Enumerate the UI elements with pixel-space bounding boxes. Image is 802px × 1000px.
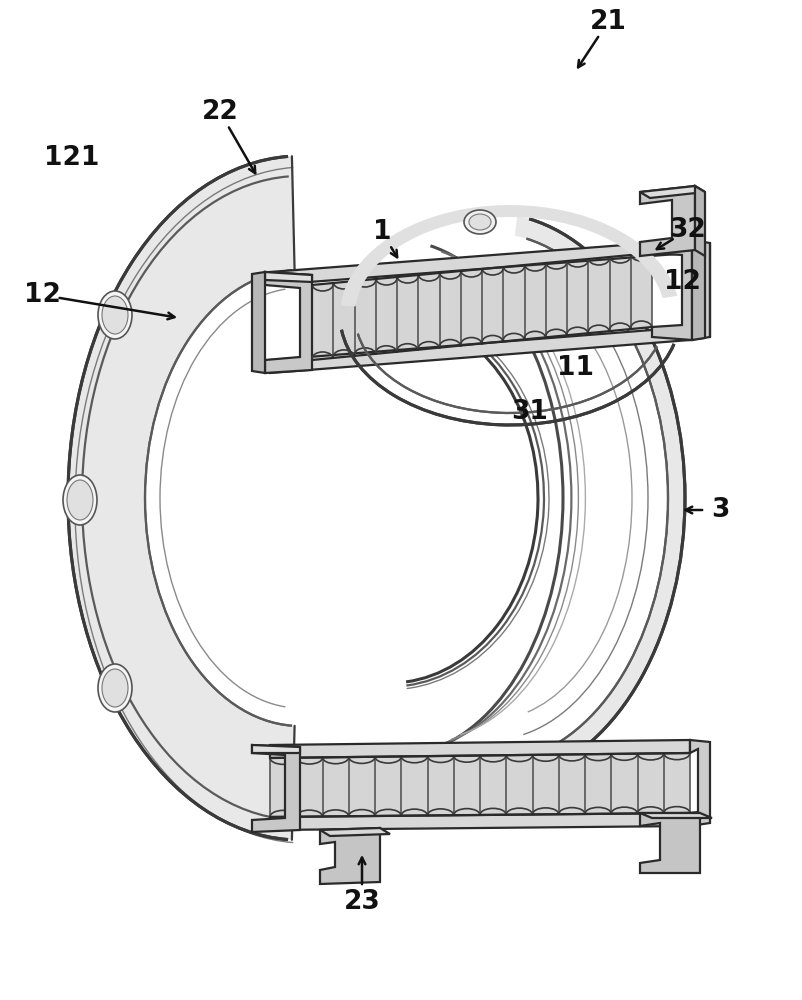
- Polygon shape: [270, 240, 690, 285]
- Ellipse shape: [102, 296, 128, 334]
- Text: 11: 11: [557, 355, 593, 381]
- Polygon shape: [695, 186, 705, 256]
- Text: 21: 21: [589, 9, 626, 35]
- Text: 22: 22: [201, 99, 238, 125]
- Polygon shape: [320, 828, 380, 884]
- Polygon shape: [692, 240, 705, 340]
- Polygon shape: [265, 272, 312, 282]
- Ellipse shape: [464, 210, 496, 234]
- Polygon shape: [252, 745, 300, 753]
- Polygon shape: [652, 240, 692, 340]
- Polygon shape: [265, 272, 310, 285]
- Polygon shape: [341, 205, 678, 306]
- Polygon shape: [312, 253, 652, 360]
- Polygon shape: [252, 272, 265, 373]
- Polygon shape: [640, 186, 705, 198]
- Polygon shape: [252, 745, 300, 832]
- Text: 23: 23: [343, 889, 380, 915]
- Text: 121: 121: [44, 145, 99, 171]
- Polygon shape: [320, 828, 390, 836]
- Polygon shape: [640, 186, 695, 256]
- Ellipse shape: [67, 480, 93, 520]
- Text: 32: 32: [670, 217, 707, 243]
- Ellipse shape: [469, 214, 491, 230]
- Text: 31: 31: [512, 399, 549, 425]
- Text: 12: 12: [23, 282, 60, 308]
- Polygon shape: [270, 813, 690, 830]
- Polygon shape: [68, 156, 294, 840]
- Polygon shape: [270, 740, 690, 758]
- Ellipse shape: [102, 669, 128, 707]
- Polygon shape: [690, 740, 710, 826]
- Polygon shape: [640, 813, 700, 873]
- Text: 3: 3: [711, 497, 729, 523]
- Ellipse shape: [98, 291, 132, 339]
- Text: 12: 12: [663, 269, 700, 295]
- Polygon shape: [640, 813, 712, 818]
- Polygon shape: [270, 327, 690, 373]
- Polygon shape: [515, 216, 685, 780]
- Polygon shape: [652, 240, 692, 253]
- Ellipse shape: [63, 475, 97, 525]
- Polygon shape: [265, 272, 312, 373]
- Text: 1: 1: [373, 219, 391, 245]
- Ellipse shape: [98, 664, 132, 712]
- Polygon shape: [270, 753, 690, 817]
- Polygon shape: [690, 240, 710, 340]
